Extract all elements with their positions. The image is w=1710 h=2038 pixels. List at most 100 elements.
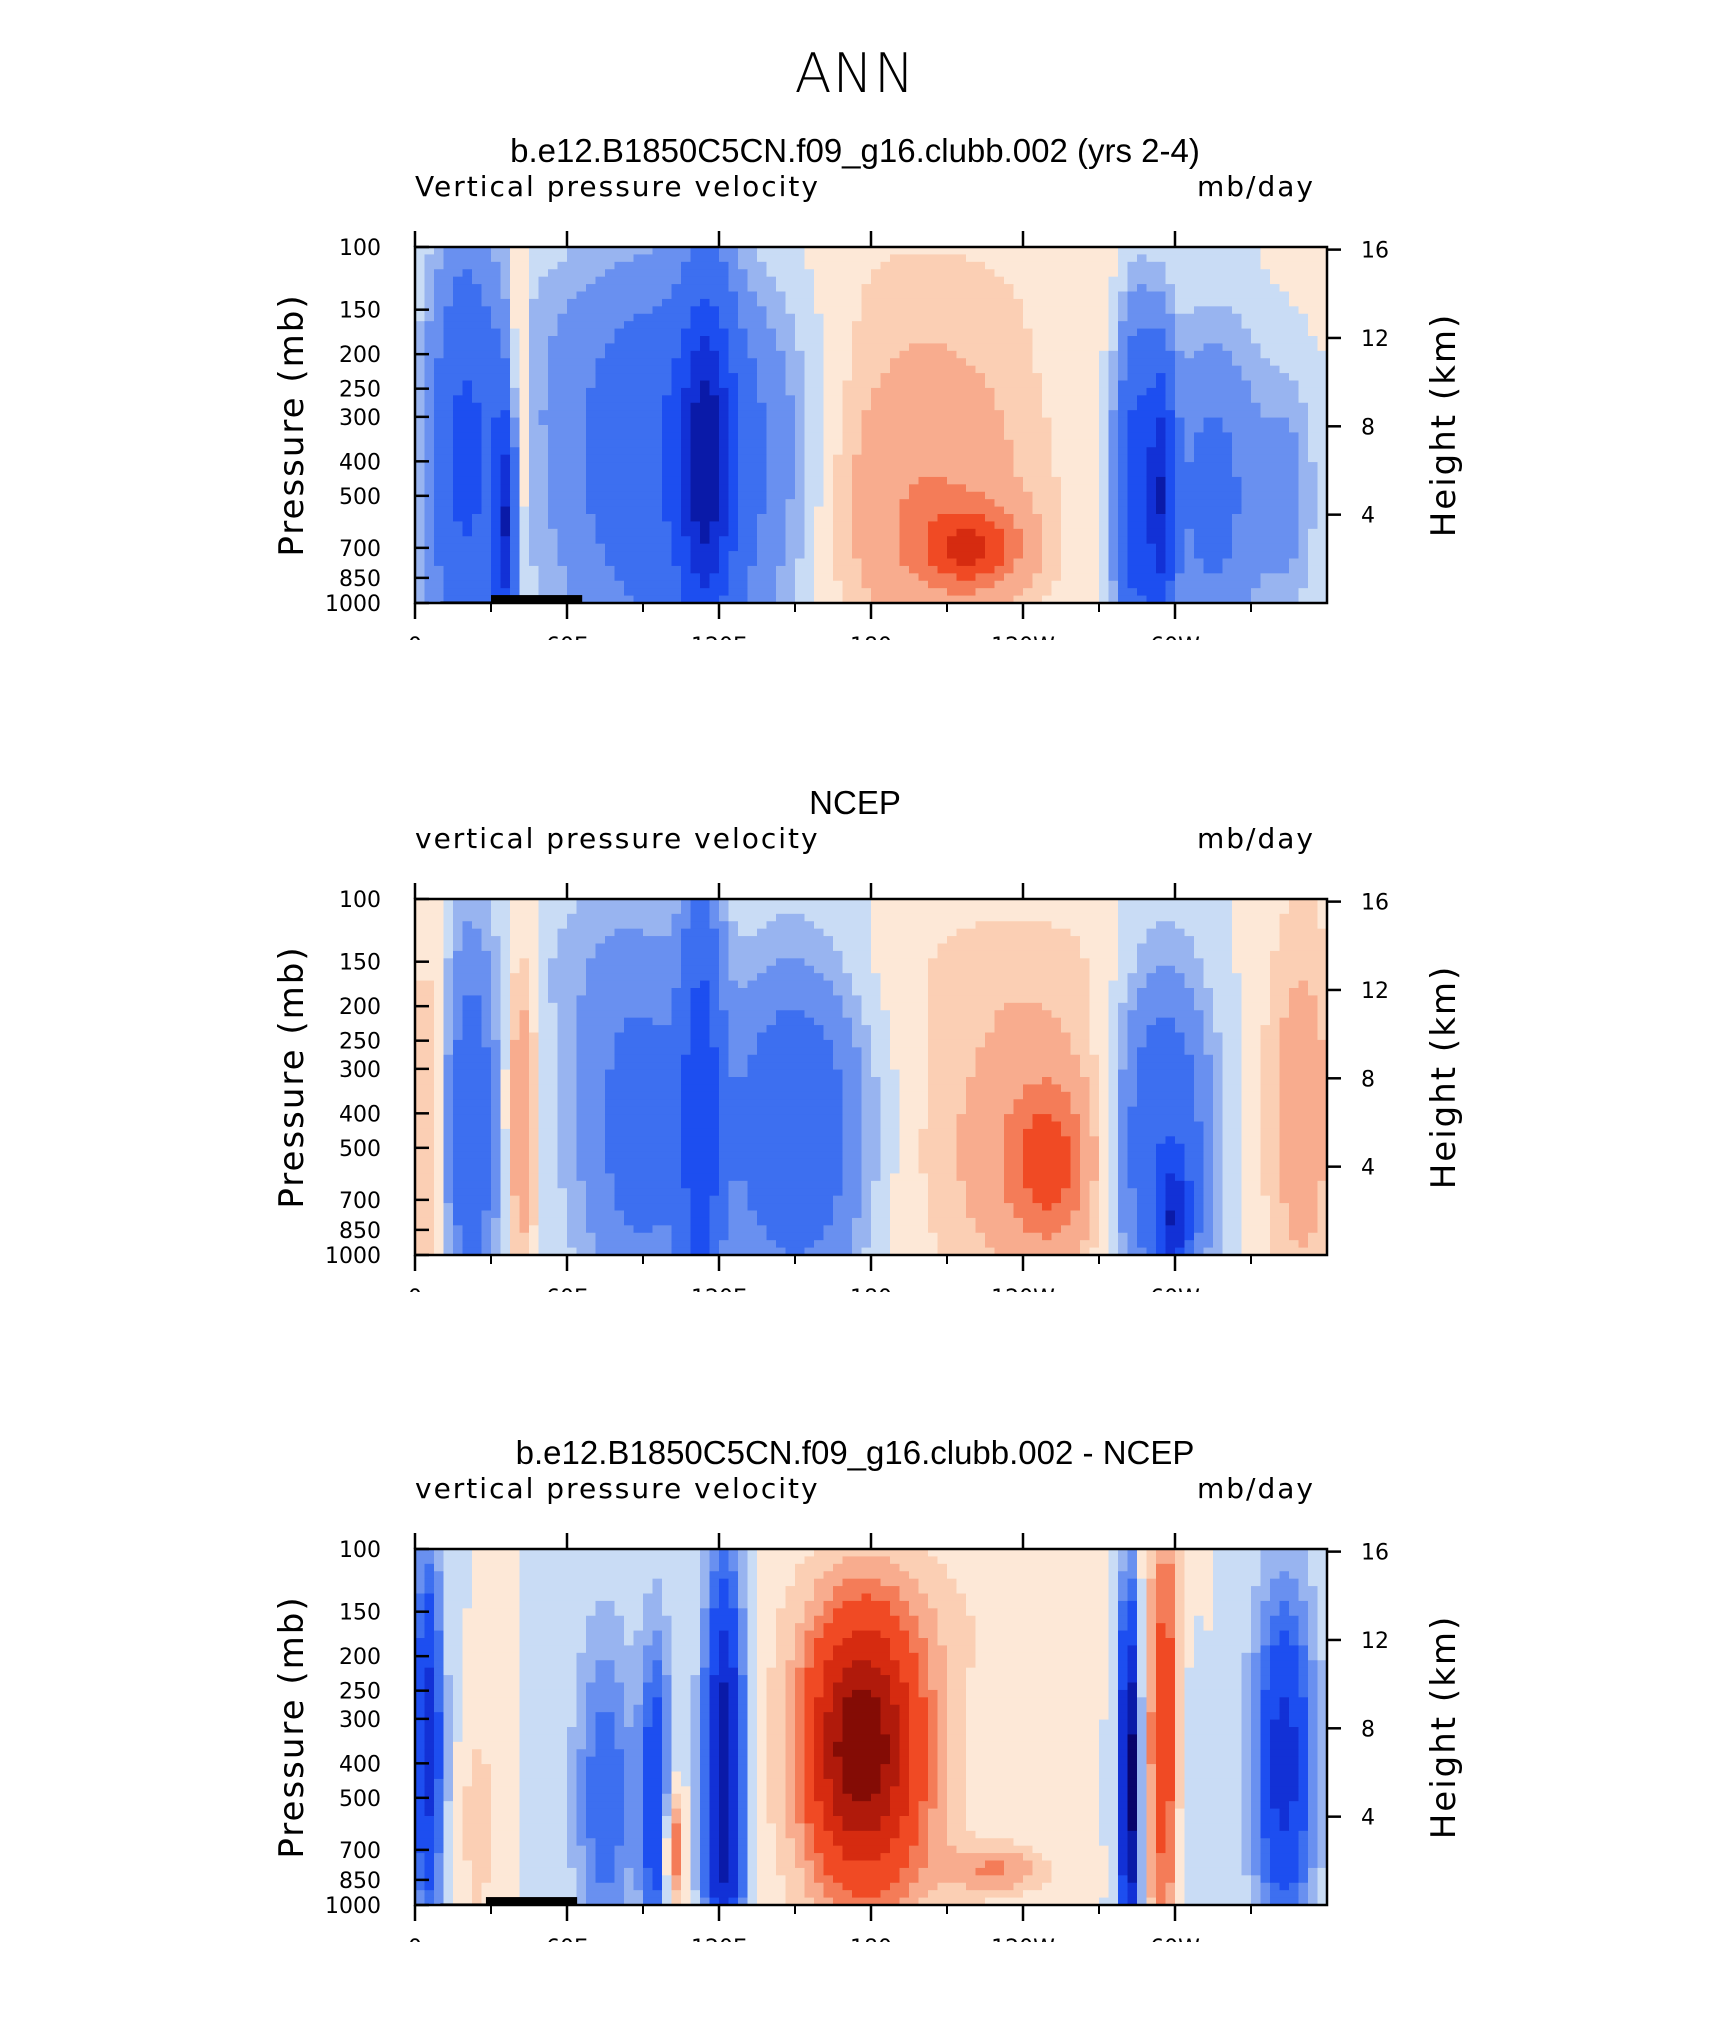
field-cell xyxy=(690,425,701,434)
field-cell xyxy=(1051,276,1062,285)
field-cell xyxy=(1184,261,1195,270)
field-cell xyxy=(415,454,426,463)
field-cell xyxy=(1184,425,1195,434)
field-cell xyxy=(510,521,521,530)
field-cell xyxy=(652,358,663,367)
field-cell xyxy=(975,514,986,523)
field-cell xyxy=(823,284,834,293)
field-cell xyxy=(453,573,464,582)
field-cell xyxy=(937,521,948,530)
field-cell xyxy=(975,298,986,307)
field-cell xyxy=(1222,247,1233,256)
field-cell xyxy=(1080,432,1091,441)
field-cell xyxy=(766,350,777,359)
field-cell xyxy=(567,247,578,256)
field-cell xyxy=(443,499,454,508)
field-cell xyxy=(928,588,939,597)
field-cell xyxy=(1118,447,1129,456)
field-cell xyxy=(966,425,977,434)
field-cell xyxy=(966,365,977,374)
field-cell xyxy=(994,543,1005,552)
field-cell xyxy=(1099,462,1110,471)
field-cell xyxy=(776,387,787,396)
field-cell xyxy=(700,306,711,315)
field-cell xyxy=(662,484,673,493)
field-cell xyxy=(1260,410,1271,419)
field-cell xyxy=(1099,595,1110,604)
field-cell xyxy=(1032,595,1043,604)
field-cell xyxy=(776,261,787,270)
field-cell xyxy=(548,536,559,545)
field-cell xyxy=(1051,551,1062,560)
field-cell xyxy=(1260,247,1271,256)
field-cell xyxy=(1042,439,1053,448)
field-cell xyxy=(852,595,863,604)
field-cell xyxy=(1222,291,1233,300)
field-cell xyxy=(871,528,882,537)
field-cell xyxy=(1032,247,1043,256)
field-cell xyxy=(956,373,967,382)
field-cell xyxy=(1203,506,1214,515)
field-cell xyxy=(1289,269,1300,278)
field-cell xyxy=(833,402,844,411)
field-cell xyxy=(785,595,796,604)
field-cell xyxy=(757,343,768,352)
field-cell xyxy=(890,543,901,552)
field-cell xyxy=(899,595,910,604)
field-cell xyxy=(937,447,948,456)
field-cell xyxy=(785,387,796,396)
field-cell xyxy=(747,343,758,352)
field-cell xyxy=(462,1002,473,1011)
field-cell xyxy=(1127,380,1138,389)
field-cell xyxy=(1270,514,1281,523)
field-cell xyxy=(823,395,834,404)
field-cell xyxy=(662,417,673,426)
field-cell xyxy=(852,387,863,396)
field-cell xyxy=(1270,536,1281,545)
field-cell xyxy=(1165,417,1176,426)
field-cell xyxy=(728,595,739,604)
field-cell xyxy=(453,950,464,959)
field-cell xyxy=(548,439,559,448)
field-cell xyxy=(757,551,768,560)
field-cell xyxy=(1194,432,1205,441)
field-cell xyxy=(804,514,815,523)
field-cell xyxy=(1203,588,1214,597)
field-cell xyxy=(643,565,654,574)
field-cell xyxy=(1203,343,1214,352)
field-cell xyxy=(909,432,920,441)
field-cell xyxy=(785,417,796,426)
field-cell xyxy=(538,395,549,404)
field-cell xyxy=(472,387,483,396)
field-cell xyxy=(1032,573,1043,582)
field-cell xyxy=(852,395,863,404)
field-cell xyxy=(966,573,977,582)
field-cell xyxy=(538,298,549,307)
field-cell xyxy=(1203,528,1214,537)
field-cell xyxy=(462,447,473,456)
field-cell xyxy=(519,247,530,256)
field-cell xyxy=(519,469,530,478)
field-cell xyxy=(662,469,673,478)
field-cell xyxy=(1251,328,1262,337)
field-cell xyxy=(1099,313,1110,322)
field-cell xyxy=(985,580,996,589)
field-cell xyxy=(434,521,445,530)
field-cell xyxy=(909,254,920,263)
field-cell xyxy=(852,417,863,426)
field-cell xyxy=(415,1062,426,1071)
field-cell xyxy=(1061,439,1072,448)
field-cell xyxy=(415,1047,426,1056)
field-cell xyxy=(766,439,777,448)
field-cell xyxy=(966,298,977,307)
field-cell xyxy=(1032,261,1043,270)
field-cell xyxy=(424,958,435,967)
field-cell xyxy=(766,536,777,545)
field-cell xyxy=(947,573,958,582)
field-cell xyxy=(1156,328,1167,337)
field-cell xyxy=(1270,410,1281,419)
field-cell xyxy=(994,350,1005,359)
field-cell xyxy=(643,521,654,530)
field-cell xyxy=(434,387,445,396)
field-cell xyxy=(776,425,787,434)
